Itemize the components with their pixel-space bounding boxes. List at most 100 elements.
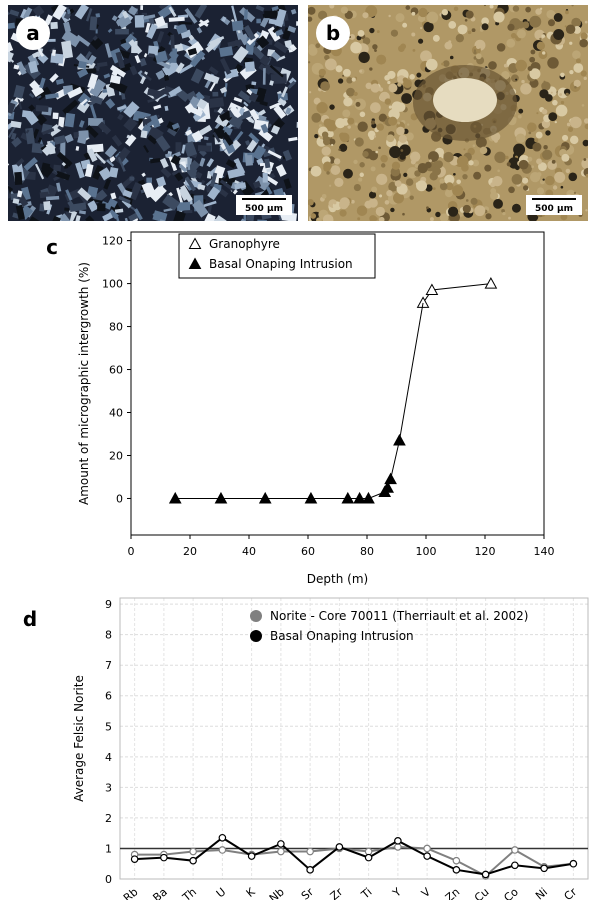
- grain: [444, 41, 453, 50]
- grain: [529, 15, 542, 28]
- scale-bar-label: 500 µm: [245, 204, 283, 214]
- crystal: [184, 7, 198, 24]
- grain: [401, 93, 412, 104]
- crystal: [64, 207, 70, 212]
- grain: [506, 162, 511, 167]
- grain: [567, 126, 574, 133]
- crystal: [55, 170, 71, 181]
- crystal: [28, 92, 35, 99]
- crystal: [225, 159, 237, 169]
- crystal: [160, 167, 172, 178]
- crystal: [116, 105, 127, 111]
- crystal: [145, 22, 151, 33]
- grain: [381, 163, 386, 168]
- grain: [536, 41, 546, 50]
- grain: [400, 149, 404, 152]
- grain: [387, 80, 391, 85]
- grain: [374, 217, 378, 221]
- crystal: [243, 25, 256, 41]
- grain: [362, 37, 371, 45]
- crystal: [115, 51, 126, 69]
- grain: [505, 155, 509, 160]
- x-axis-label: Depth (m): [307, 572, 368, 586]
- crystal: [270, 124, 281, 135]
- crystal: [89, 16, 98, 31]
- crystal: [56, 151, 73, 167]
- photo-b-texture: [308, 5, 588, 221]
- crystal: [8, 122, 14, 134]
- grain: [350, 41, 362, 54]
- crystal: [43, 200, 51, 211]
- crystal: [52, 112, 59, 120]
- crystal: [63, 21, 72, 33]
- crystal: [198, 124, 213, 136]
- grain: [529, 68, 541, 80]
- marker: [362, 491, 375, 504]
- grain: [531, 165, 535, 169]
- y-tick-label: 1: [105, 842, 112, 855]
- crystal: [8, 49, 14, 63]
- crystal: [51, 170, 58, 176]
- crystal: [164, 153, 171, 158]
- crystal: [141, 181, 157, 199]
- crystal: [146, 120, 155, 128]
- crystal: [200, 213, 216, 221]
- grain: [448, 21, 457, 29]
- grain: [542, 149, 553, 160]
- grain: [414, 163, 419, 168]
- crystal: [203, 72, 220, 84]
- grain: [326, 171, 330, 175]
- grain: [481, 17, 489, 26]
- crystal: [128, 39, 143, 55]
- crystal: [86, 148, 98, 163]
- grain: [355, 101, 361, 107]
- crystal: [208, 66, 219, 76]
- crystal: [133, 208, 143, 221]
- grain: [444, 174, 455, 185]
- crystal: [254, 175, 271, 191]
- crystal: [269, 64, 284, 78]
- legend-box: [178, 233, 376, 279]
- crystal: [171, 48, 178, 63]
- grain: [397, 121, 401, 125]
- crystal: [205, 185, 212, 193]
- grain: [319, 135, 323, 140]
- crystal: [134, 15, 145, 28]
- crystal: [20, 8, 28, 19]
- crystal: [184, 159, 201, 176]
- grain: [472, 144, 476, 148]
- crystal: [265, 175, 279, 186]
- grain: [456, 179, 461, 185]
- grain: [410, 159, 416, 165]
- panel-label-bg: [316, 16, 350, 50]
- crystal: [197, 145, 212, 152]
- crystal: [184, 176, 197, 192]
- crystal: [264, 158, 271, 169]
- crystal: [105, 98, 116, 109]
- grain: [448, 206, 459, 217]
- crystal: [176, 202, 191, 211]
- crystal: [262, 172, 268, 183]
- crystal: [170, 154, 181, 166]
- core: [433, 78, 497, 122]
- grain: [552, 99, 558, 106]
- crystal: [129, 176, 135, 181]
- grain: [340, 6, 349, 14]
- crystal: [49, 73, 59, 83]
- crystal: [65, 189, 73, 201]
- grain: [311, 112, 322, 123]
- grain: [511, 173, 523, 185]
- grain: [548, 112, 558, 122]
- grain: [426, 206, 429, 210]
- crystal: [256, 35, 270, 49]
- crystal: [47, 123, 62, 137]
- crystal: [15, 157, 25, 167]
- crystal: [259, 54, 271, 66]
- grain: [343, 97, 353, 107]
- crystal: [162, 194, 181, 211]
- grain: [329, 104, 335, 110]
- crystal: [60, 139, 66, 156]
- crystal: [149, 157, 161, 164]
- crystal: [154, 50, 168, 63]
- crystal: [212, 131, 221, 143]
